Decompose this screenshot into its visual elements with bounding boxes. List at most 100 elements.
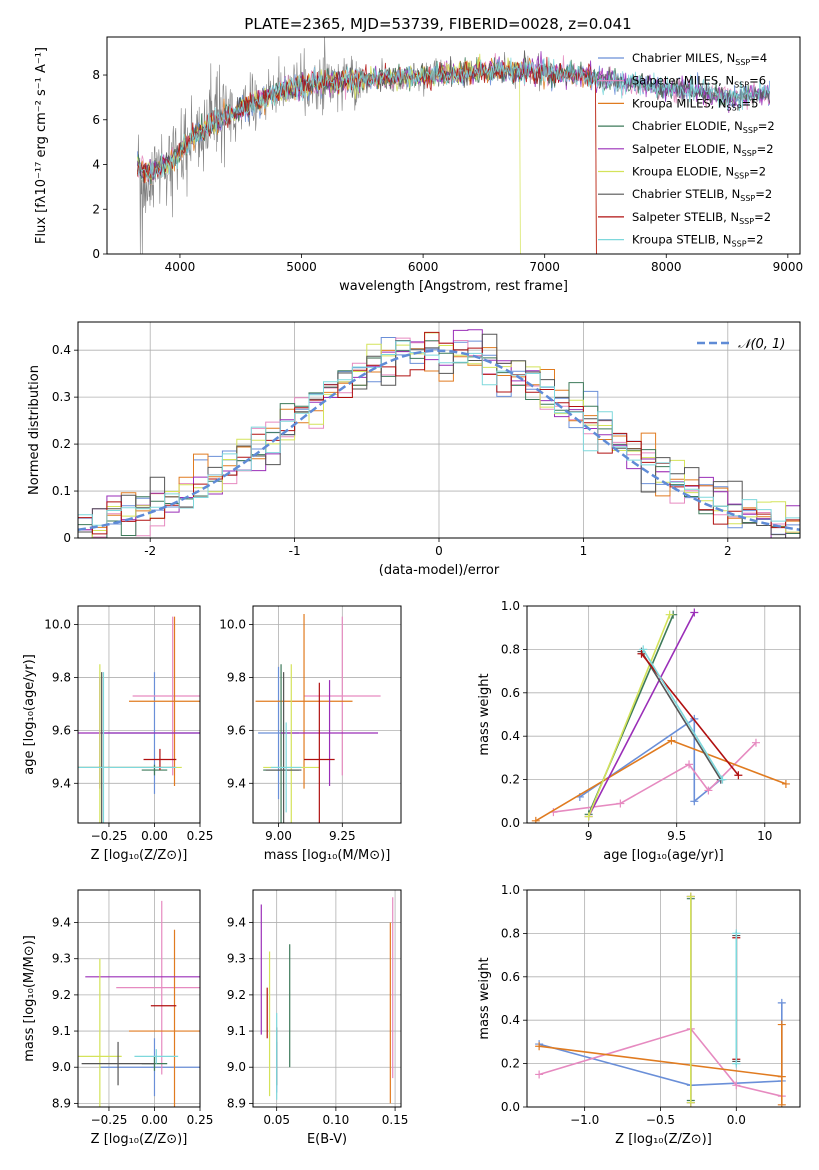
legend-label-value: =2 (755, 187, 772, 201)
series-line (553, 742, 757, 813)
legend-label: Kroupa MILES, NSSP=5 (632, 96, 758, 112)
legend-label: Chabrier ELODIE, NSSP=2 (632, 119, 775, 135)
plus-marker (781, 779, 790, 788)
plus-marker (639, 645, 648, 654)
plot-area (78, 890, 200, 1107)
plus-marker (732, 1059, 741, 1068)
y-tick-label: 2 (92, 202, 100, 216)
legend-label-value: =5 (742, 96, 759, 110)
legend-label-sub: SSP (739, 217, 754, 226)
panel-age_vs_Z: −0.25 0.00 0.25 9.4 9.6 9.8 10.0 Z [log₁₀(Z/Z⊙)… (22, 605, 213, 863)
legend-label-sub: SSP (735, 58, 750, 67)
y-tick-label: 9.0 (52, 1060, 71, 1074)
y-tick-label: 8.9 (52, 1096, 71, 1110)
legend-label-text: Salpeter MILES, N (632, 74, 734, 88)
legend-label-sub: SSP (734, 172, 749, 181)
plus-marker (665, 610, 674, 619)
y-tick-label: 0 (92, 247, 100, 261)
y-tick-label: 9.4 (227, 776, 246, 790)
histogram-step (78, 340, 800, 526)
plot-area (527, 890, 800, 1107)
panel-age_vs_mass: 9.00 9.25 9.4 9.6 9.8 10.0 mass [log₁₀(M/M⊙)] (219, 605, 402, 863)
x-tick-label: 9000 (773, 260, 804, 274)
plot-area (78, 606, 200, 823)
x-tick-label: 9.25 (329, 829, 356, 843)
y-tick-label: 0.3 (52, 390, 71, 404)
plus-marker (686, 892, 695, 901)
series-line (587, 612, 696, 817)
plus-marker (535, 1042, 544, 1051)
panel-weight_vs_Z: −1.0 −0.5 0.0 0.0 0.2 0.4 0.6 0.8 1.0 Z [log₁₀(Z/… (477, 883, 801, 1147)
x-tick-label: 9 (585, 829, 593, 843)
y-axis-label: age [log₁₀(age/yr)] (22, 654, 37, 775)
y-tick-label: 0 (63, 531, 71, 545)
legend-label: Salpeter STELIB, NSSP=2 (632, 210, 771, 226)
x-tick-label: 0.00 (141, 829, 168, 843)
plus-marker (584, 812, 593, 821)
plus-marker (667, 736, 676, 745)
plot-area (78, 322, 800, 538)
y-axis-label: mass weight (477, 673, 492, 755)
model-spectrum-line (137, 57, 770, 181)
y-tick-label: 9.2 (227, 988, 246, 1002)
axes-frame (252, 889, 402, 1108)
y-tick-label: 9.8 (52, 670, 71, 684)
legend-label-text: Salpeter ELODIE, N (632, 142, 742, 156)
legend-label-text: Chabrier STELIB, N (632, 187, 740, 201)
y-tick-label: 0.2 (501, 773, 520, 787)
y-tick-label: 0.2 (501, 1057, 520, 1071)
y-tick-label: 9.1 (52, 1024, 71, 1038)
x-tick-label: 9.5 (667, 829, 686, 843)
series-line (640, 651, 722, 781)
figure-title: PLATE=2365, MJD=53739, FIBERID=0028, z=0… (244, 15, 631, 33)
legend-label: Chabrier STELIB, NSSP=2 (632, 187, 772, 203)
y-tick-label: 9.4 (227, 916, 246, 930)
x-tick-label: -2 (144, 544, 156, 558)
y-tick-label: 9.4 (52, 916, 71, 930)
histogram-step (78, 347, 800, 538)
x-axis-label: age [log₁₀(age/yr)] (603, 848, 724, 863)
x-tick-label: −0.25 (91, 1113, 128, 1127)
panel-mass_vs_ebv: 0.05 0.10 0.15 8.9 9.0 9.1 9.2 9.3 9.4 E(B-V) (227, 889, 409, 1147)
plus-marker (531, 816, 540, 823)
series-line (642, 648, 724, 781)
y-tick-label: 0.8 (501, 642, 520, 656)
axes-frame (77, 321, 801, 539)
y-tick-label: 0.6 (501, 970, 520, 984)
panel-mass_vs_Z: −0.25 0.00 0.25 8.9 9.0 9.1 9.2 9.3 9.4 Z [log₁₀(… (22, 889, 213, 1147)
legend-label-sub: SSP (742, 149, 757, 158)
legend-label-text: Chabrier MILES, N (632, 51, 735, 65)
x-axis-label: Z [log₁₀(Z/Z⊙)] (615, 1132, 712, 1147)
legend-label-value: =2 (749, 165, 766, 179)
x-tick-label: 0.15 (382, 1113, 409, 1127)
legend-label-sub: SSP (734, 81, 749, 90)
x-tick-label: 0 (435, 544, 443, 558)
plus-marker (751, 738, 760, 747)
y-tick-label: 9.4 (52, 776, 71, 790)
y-tick-label: 10.0 (44, 618, 71, 632)
series-line (539, 1024, 783, 1105)
x-axis-label: (data-model)/error (379, 563, 500, 578)
gaussian-reference-curve (78, 349, 800, 532)
axes-frame (526, 605, 801, 824)
y-tick-label: 8.9 (227, 1096, 246, 1110)
y-tick-label: 0.4 (501, 729, 520, 743)
y-tick-label: 0.0 (501, 816, 520, 830)
y-tick-label: 1.0 (501, 883, 520, 897)
plus-marker (718, 775, 727, 784)
y-tick-label: 9.0 (227, 1060, 246, 1074)
y-tick-label: 6 (92, 113, 100, 127)
histogram-step (78, 340, 800, 538)
panel-weight_vs_age: 9 9.5 10 0.0 0.2 0.4 0.6 0.8 1.0 age [log₁₀(age/y… (477, 599, 801, 863)
legend-label: Chabrier MILES, NSSP=4 (632, 51, 767, 67)
plus-marker (535, 1070, 544, 1079)
axes-frame (252, 605, 402, 824)
y-tick-label: 9.6 (52, 723, 71, 737)
legend-label-text: Kroupa STELIB, N (632, 233, 732, 247)
y-tick-label: 0.4 (501, 1013, 520, 1027)
y-tick-label: 0.6 (501, 686, 520, 700)
y-axis-label: mass weight (477, 957, 492, 1039)
plus-marker (734, 771, 743, 780)
x-tick-label: -1 (289, 544, 301, 558)
plus-marker (686, 1098, 695, 1107)
